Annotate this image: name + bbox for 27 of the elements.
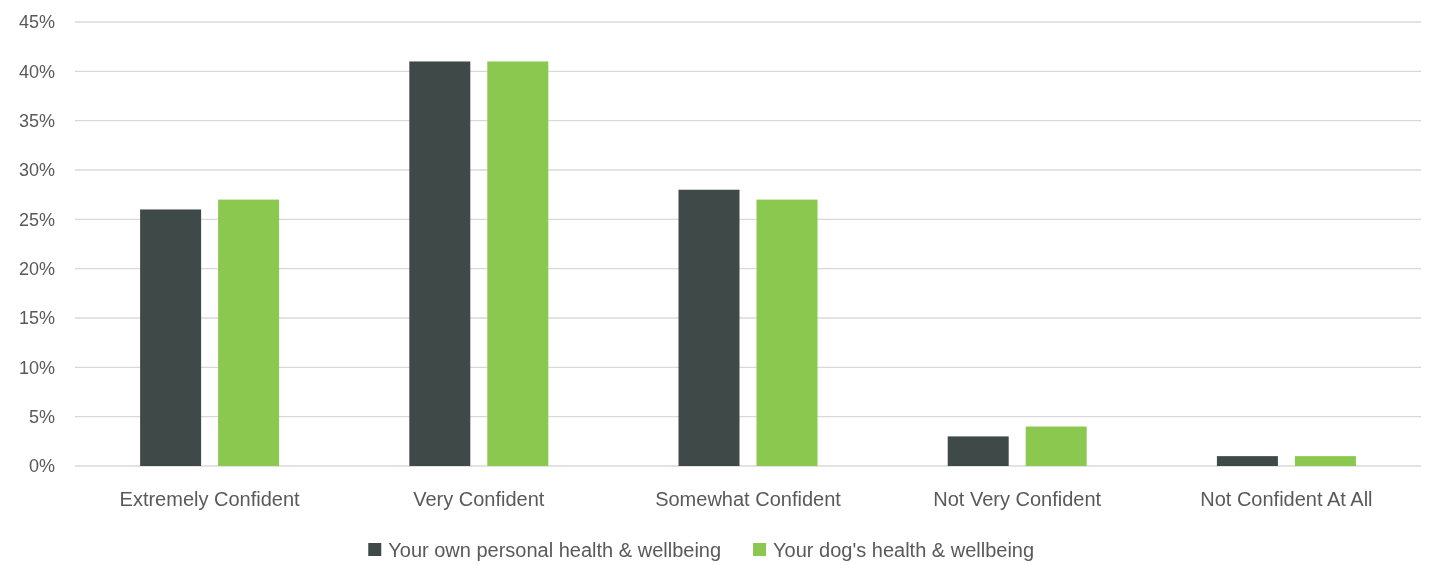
bar [487,61,549,466]
y-tick-label: 35% [18,110,55,131]
bar [678,189,740,466]
bar [218,199,280,466]
y-tick-label: 10% [18,357,55,378]
x-tick-label: Extremely Confident [119,488,301,510]
x-tick-label: Very Confident [413,488,545,510]
y-tick-label: 25% [18,209,55,230]
bar [756,199,818,466]
bar [1216,456,1278,466]
x-tick-label: Somewhat Confident [655,488,842,510]
y-tick-label: 15% [18,308,55,329]
bar [1025,426,1087,466]
y-tick-label: 45% [18,12,55,33]
x-tick-label: Not Very Confident [933,488,1102,510]
y-tick-label: 5% [28,406,55,427]
x-tick-label: Not Confident At All [1200,488,1373,510]
y-tick-label: 0% [28,456,55,477]
bar [409,61,471,466]
y-tick-label: 30% [18,160,55,181]
legend-label: Your own personal health & wellbeing [388,539,722,561]
bar [1294,456,1356,466]
legend-label: Your dog's health & wellbeing [773,539,1035,561]
y-tick-label: 40% [18,61,55,82]
y-tick-label: 20% [18,258,55,279]
bar [140,209,202,466]
bar [947,436,1009,466]
